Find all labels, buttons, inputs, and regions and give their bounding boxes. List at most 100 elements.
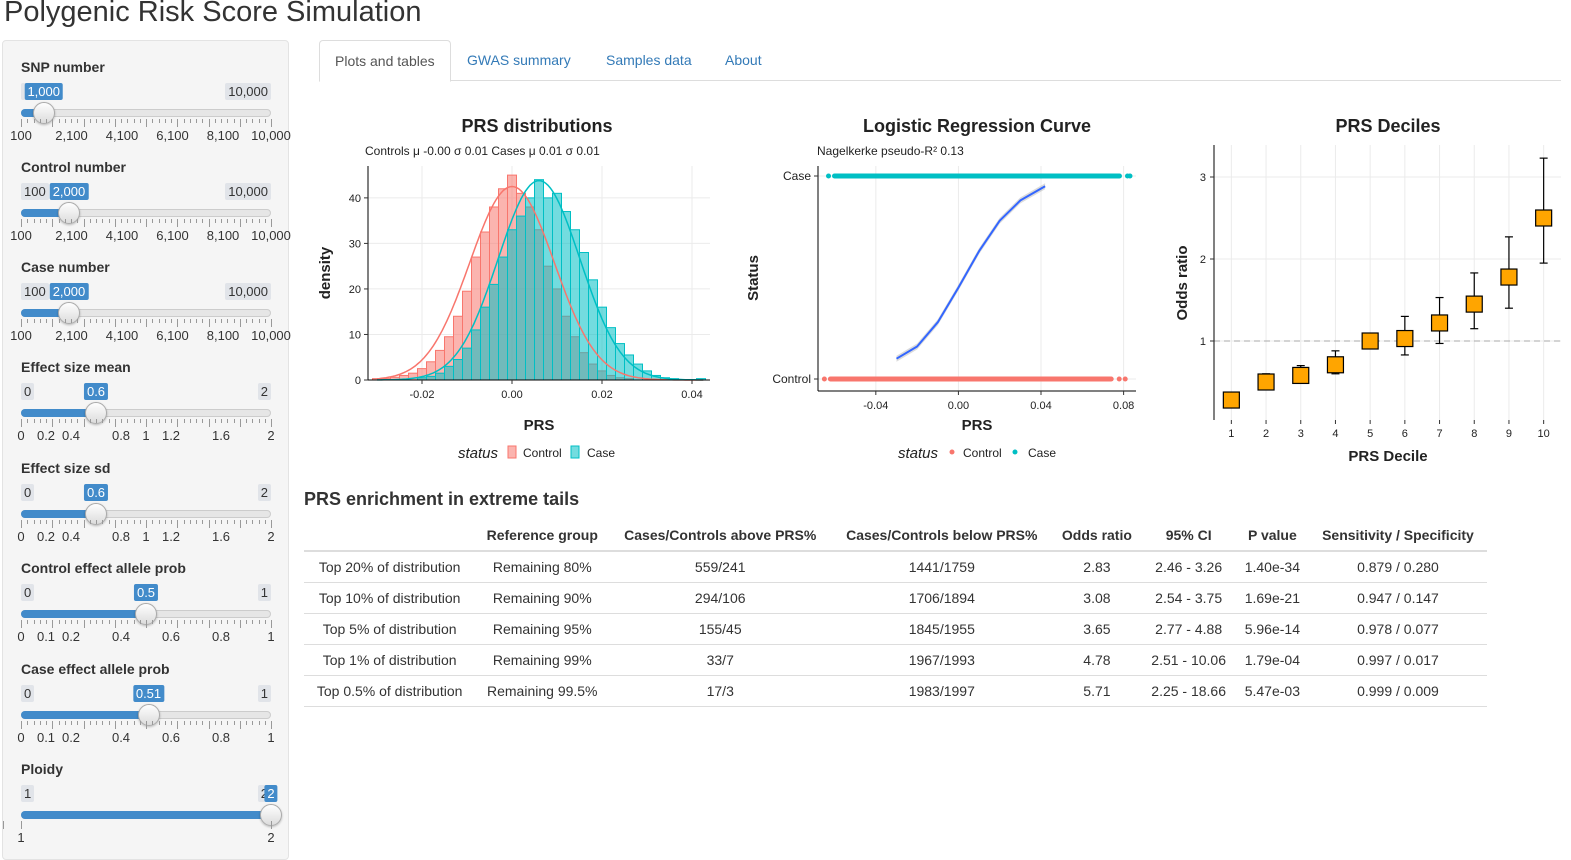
slider-tick-label: 0 bbox=[17, 730, 25, 745]
slider-tick bbox=[189, 219, 191, 223]
slider-tick bbox=[208, 219, 210, 227]
slider-handle[interactable] bbox=[137, 704, 160, 726]
x-tick-label: 7 bbox=[1436, 428, 1442, 440]
slider-tick bbox=[227, 419, 229, 423]
tab-about[interactable]: About bbox=[725, 52, 762, 68]
slider-tick bbox=[164, 319, 166, 323]
slider-tick bbox=[158, 620, 160, 624]
histogram-bar-case bbox=[453, 359, 463, 381]
slider-tick-label: 1.6 bbox=[211, 529, 231, 544]
column-header: 95% CI bbox=[1141, 519, 1236, 552]
enrichment-title: PRS enrichment in extreme tails bbox=[304, 489, 580, 509]
slider-tick bbox=[271, 419, 272, 427]
slider-tick bbox=[202, 119, 204, 123]
slider-tick bbox=[96, 721, 97, 725]
slider-fill bbox=[21, 510, 96, 518]
column-header: Sensitivity / Specificity bbox=[1308, 519, 1487, 552]
legend-key-case bbox=[1012, 449, 1018, 455]
decile-point bbox=[1535, 209, 1553, 227]
slider-tick bbox=[152, 319, 154, 323]
slider-tick-label: 2 bbox=[267, 529, 275, 544]
slider-handle[interactable] bbox=[32, 102, 55, 124]
slider-tick-label: 6,100 bbox=[156, 328, 189, 343]
slider-tick bbox=[221, 219, 222, 223]
slider-tick bbox=[127, 219, 129, 223]
table-cell: 0.999 / 0.009 bbox=[1308, 675, 1487, 707]
slider-handle[interactable] bbox=[57, 302, 80, 324]
slider-tick bbox=[102, 620, 104, 624]
slider-tick-label: 0.8 bbox=[111, 529, 131, 544]
slider-tick bbox=[46, 119, 47, 123]
slider-effect-size-mean: Effect size mean 0 2 0.6 0 0.2 0.4 0.8 1 1.2 1.6 2 bbox=[3, 359, 290, 455]
slider-tick bbox=[33, 721, 35, 725]
slider-tick bbox=[139, 219, 141, 223]
table-cell: 1983/1997 bbox=[831, 675, 1053, 707]
slider-fill bbox=[21, 309, 69, 317]
slider-tick bbox=[121, 520, 122, 524]
slider-tick-label: 1 bbox=[142, 529, 150, 544]
slider-tick bbox=[164, 620, 166, 624]
slider-tick bbox=[71, 520, 72, 524]
slider-tick-label: 1 bbox=[267, 629, 275, 644]
histogram-bar-case bbox=[462, 347, 472, 381]
tab-gwas-summary[interactable]: GWAS summary bbox=[467, 52, 571, 68]
slider-tick bbox=[52, 219, 54, 227]
slider-tick bbox=[146, 119, 147, 127]
slider-tick bbox=[158, 721, 160, 725]
slider-tick bbox=[196, 419, 197, 423]
histogram-bar-case bbox=[489, 283, 499, 381]
slider-tick bbox=[108, 319, 110, 323]
tab-samples-data[interactable]: Samples data bbox=[606, 52, 692, 68]
decile-point bbox=[1500, 268, 1518, 286]
slider-tick bbox=[202, 520, 204, 524]
slider-handle[interactable] bbox=[57, 202, 80, 224]
slider-label: Case effect allele prob bbox=[21, 661, 170, 677]
slider-case-number: Case number 100 10,000 2,000 100 2,100 4,100 6,… bbox=[3, 259, 291, 355]
table-cell: 33/7 bbox=[609, 644, 832, 676]
slider-tick bbox=[127, 419, 129, 423]
slider-tick-label: 1 bbox=[142, 428, 150, 443]
slider-min-label: 100 bbox=[21, 283, 49, 300]
slider-tick bbox=[271, 821, 272, 829]
slider-tick bbox=[83, 721, 85, 729]
slider-tick bbox=[233, 620, 235, 624]
slider-tick bbox=[3, 821, 4, 829]
slider-handle[interactable] bbox=[85, 503, 107, 525]
slider-tick-label: 8,100 bbox=[206, 328, 240, 343]
tab-plots-and-tables[interactable]: Plots and tables bbox=[319, 40, 451, 82]
y-tick-label: 20 bbox=[349, 284, 361, 296]
slider-tick bbox=[146, 319, 147, 327]
slider-tick-label: 0.8 bbox=[211, 629, 231, 644]
slider-max-label: 1 bbox=[257, 584, 271, 601]
table-cell: 1441/1759 bbox=[831, 551, 1053, 583]
slider-tick bbox=[114, 319, 116, 327]
slider-tick bbox=[121, 219, 122, 223]
slider-tick bbox=[158, 319, 160, 323]
slider-tick bbox=[39, 520, 41, 524]
x-tick-label: 10 bbox=[1538, 428, 1550, 440]
slider-min-label: 100 bbox=[21, 183, 49, 200]
table-cell: 0.978 / 0.077 bbox=[1308, 613, 1487, 645]
slider-tick bbox=[158, 419, 160, 423]
slider-tick bbox=[202, 319, 204, 323]
slider-handle[interactable] bbox=[85, 402, 107, 424]
x-tick-label: 8 bbox=[1471, 428, 1477, 440]
slider-tick-label: 8,100 bbox=[206, 228, 240, 243]
table-cell: 1.40e-34 bbox=[1235, 551, 1309, 583]
x-axis-label: PRS bbox=[962, 417, 993, 434]
slider-track[interactable] bbox=[21, 109, 271, 117]
slider-tick-label: 0.4 bbox=[111, 629, 131, 644]
data-point-control bbox=[1122, 376, 1128, 382]
table-cell: 1.79e-04 bbox=[1235, 644, 1309, 676]
chart-subtitle: Controls μ -0.00 σ 0.01 Cases μ 0.01 σ 0… bbox=[365, 144, 600, 158]
slider-tick-label: 0.2 bbox=[36, 428, 56, 443]
slider-tick bbox=[258, 219, 260, 223]
slider-tick bbox=[208, 721, 210, 729]
slider-tick bbox=[252, 520, 254, 524]
slider-grid: 0 0.1 0.2 0.4 0.6 0.8 1 bbox=[3, 620, 290, 656]
legend-label-control: Control bbox=[523, 446, 562, 460]
slider-value-label: 0.5 bbox=[133, 584, 159, 601]
table-cell: Top 20% of distribution bbox=[304, 551, 476, 583]
histogram-bar-case bbox=[435, 372, 445, 381]
slider-tick bbox=[102, 419, 104, 423]
